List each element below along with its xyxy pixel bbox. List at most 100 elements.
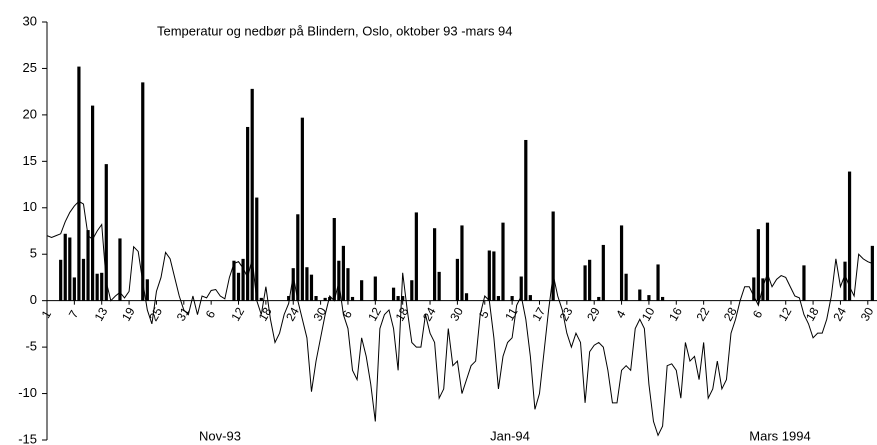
bar — [350, 296, 355, 301]
bar — [414, 212, 418, 301]
bar — [255, 197, 259, 301]
x-tick-label: 24 — [283, 305, 302, 324]
x-tick-label: 5 — [476, 308, 492, 321]
bar — [86, 230, 90, 301]
y-tick-label: 25 — [23, 60, 37, 75]
y-tick-label: 15 — [23, 153, 37, 168]
bar — [551, 211, 555, 301]
bar — [396, 296, 400, 301]
bar — [72, 277, 76, 301]
bar — [314, 296, 318, 301]
bar — [118, 238, 122, 301]
bar — [291, 268, 295, 301]
bar — [104, 164, 108, 301]
x-tick-label: 29 — [584, 305, 603, 324]
x-tick-label: 28 — [721, 305, 740, 324]
bar — [638, 289, 642, 301]
bar — [761, 278, 765, 301]
x-tick-label: 12 — [228, 305, 247, 324]
bar — [95, 273, 99, 301]
x-tick-label: 24 — [420, 305, 439, 324]
bar — [756, 229, 760, 301]
bar — [496, 296, 501, 301]
bar — [346, 268, 350, 301]
bar — [373, 276, 377, 301]
bar — [433, 228, 437, 301]
bar — [597, 296, 601, 301]
bar — [588, 259, 592, 301]
bar — [296, 214, 300, 301]
bar — [524, 139, 528, 301]
bar — [259, 297, 263, 301]
x-tick-label: 7 — [66, 308, 82, 321]
bar — [63, 233, 67, 301]
bar — [647, 295, 651, 301]
x-tick-label: 24 — [830, 305, 849, 324]
x-tick-label: 23 — [557, 305, 576, 324]
temperature-line — [46, 200, 873, 437]
y-tick-label: -10 — [18, 385, 37, 400]
bar — [341, 245, 345, 301]
bar — [460, 225, 464, 301]
bar — [464, 293, 469, 301]
bar — [455, 258, 459, 301]
bar — [287, 296, 291, 301]
bar — [300, 117, 304, 301]
x-tick-label: 25 — [146, 305, 165, 324]
bar — [847, 171, 852, 301]
x-tick-label: 22 — [694, 305, 713, 324]
bar — [68, 237, 72, 301]
x-tick-label: 18 — [803, 305, 822, 324]
bar — [309, 274, 314, 301]
bar — [437, 271, 441, 301]
bar — [661, 296, 665, 301]
bar — [410, 280, 414, 301]
bar — [528, 295, 532, 301]
bar — [492, 251, 496, 301]
month-label: Nov-93 — [199, 428, 241, 443]
x-tick-label: 10 — [639, 305, 658, 324]
bar — [656, 264, 660, 301]
x-tick-label: 6 — [340, 308, 356, 321]
bar — [91, 105, 95, 301]
bar — [501, 222, 505, 301]
bar — [77, 66, 81, 301]
y-tick-label: 10 — [23, 199, 37, 214]
bar — [802, 265, 806, 301]
bar — [81, 258, 86, 301]
x-tick-label: 13 — [92, 305, 111, 324]
bar — [337, 260, 341, 301]
bar — [752, 277, 756, 301]
bar — [843, 261, 847, 301]
x-tick-label: 11 — [502, 305, 521, 323]
x-tick-label: 12 — [776, 305, 795, 324]
bar — [619, 225, 624, 301]
bar — [401, 296, 405, 301]
y-tick-label: -15 — [18, 431, 37, 445]
month-label: Mars 1994 — [749, 428, 810, 443]
bar — [323, 297, 327, 301]
bar — [510, 296, 514, 301]
chart-title: Temperatur og nedbør på Blindern, Oslo, … — [157, 23, 513, 38]
x-tick-label: 1 — [39, 308, 55, 321]
x-tick-label: 16 — [666, 305, 685, 324]
y-tick-label: -5 — [25, 339, 37, 354]
bar — [519, 276, 523, 301]
bar — [391, 287, 396, 301]
bar — [765, 222, 770, 301]
bar — [332, 217, 336, 301]
y-tick-label: 30 — [23, 13, 37, 28]
x-tick-label: 6 — [750, 308, 766, 321]
x-tick-label: 30 — [447, 305, 466, 324]
bar — [487, 250, 491, 301]
bar — [246, 126, 250, 301]
bar — [100, 272, 104, 301]
bar — [241, 258, 245, 301]
bar — [601, 244, 605, 301]
y-tick-label: 5 — [30, 246, 37, 261]
bar — [870, 245, 874, 301]
y-tick-label: 20 — [23, 106, 37, 121]
bar — [305, 267, 309, 301]
x-tick-label: 4 — [613, 308, 629, 321]
bar — [59, 259, 63, 301]
